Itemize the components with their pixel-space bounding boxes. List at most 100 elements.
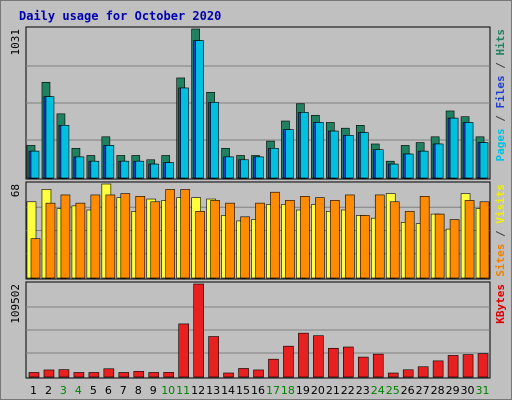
bar-sites-day-1 bbox=[30, 238, 41, 279]
bar-pages-day-19 bbox=[300, 112, 309, 179]
bar-kbytes-day-22 bbox=[343, 346, 354, 378]
bar-pages-day-15 bbox=[240, 159, 249, 179]
x-tick-label-day-14: 14 bbox=[221, 384, 235, 397]
x-tick-label-day-10: 10 bbox=[161, 384, 175, 397]
x-tick-label-day-30: 30 bbox=[461, 384, 475, 397]
bar-kbytes-day-24 bbox=[372, 353, 384, 378]
bar-pages-day-8 bbox=[135, 160, 145, 179]
bar-pages-day-25 bbox=[389, 163, 399, 179]
bar-pages-day-30 bbox=[464, 122, 474, 179]
panel-bottom-max-label: 109502 bbox=[9, 284, 22, 324]
bar-kbytes-day-6 bbox=[103, 368, 115, 378]
bar-kbytes-day-3 bbox=[58, 369, 70, 378]
bar-pages-day-26 bbox=[404, 153, 414, 179]
bar-sites-day-25 bbox=[389, 201, 400, 279]
bar-sites-day-10 bbox=[165, 189, 176, 279]
x-tick-label-day-26: 26 bbox=[401, 384, 415, 397]
bar-pages-day-31 bbox=[479, 142, 489, 179]
x-tick-label-day-8: 8 bbox=[135, 384, 142, 397]
x-tick-label-day-1: 1 bbox=[30, 384, 37, 397]
bar-kbytes-day-8 bbox=[133, 371, 145, 378]
x-tick-label-day-2: 2 bbox=[45, 384, 52, 397]
bar-kbytes-day-10 bbox=[163, 372, 175, 378]
legend-entry: / bbox=[494, 109, 507, 129]
bar-kbytes-day-9 bbox=[148, 372, 160, 378]
bar-sites-day-23 bbox=[359, 215, 370, 279]
x-tick-label-day-28: 28 bbox=[431, 384, 445, 397]
x-tick-label-day-4: 4 bbox=[75, 384, 82, 397]
panel-middle-legend: Sites / Visits bbox=[494, 184, 507, 277]
bar-pages-day-29 bbox=[449, 117, 459, 179]
bar-sites-day-13 bbox=[210, 200, 220, 279]
bar-pages-day-9 bbox=[150, 163, 160, 179]
legend-entry: / bbox=[494, 56, 507, 76]
bar-kbytes-day-14 bbox=[223, 372, 234, 378]
x-tick-label-day-20: 20 bbox=[311, 384, 325, 397]
bar-sites-day-20 bbox=[315, 197, 325, 279]
x-tick-label-day-3: 3 bbox=[60, 384, 67, 397]
bar-sites-day-29 bbox=[449, 219, 460, 279]
bar-sites-day-9 bbox=[150, 201, 161, 279]
x-tick-label-day-24: 24 bbox=[371, 384, 385, 397]
legend-entry: Sites bbox=[494, 244, 507, 277]
bar-pages-day-7 bbox=[120, 160, 130, 179]
bar-sites-day-19 bbox=[300, 196, 310, 279]
bar-pages-day-27 bbox=[419, 150, 429, 179]
x-tick-label-day-22: 22 bbox=[341, 384, 355, 397]
bar-pages-day-20 bbox=[315, 122, 324, 179]
bar-pages-day-5 bbox=[90, 160, 100, 179]
bar-sites-day-6 bbox=[105, 194, 116, 279]
bar-kbytes-day-23 bbox=[357, 356, 369, 378]
bar-sites-day-11 bbox=[180, 189, 190, 279]
panel-top-max-label: 1031 bbox=[9, 29, 22, 56]
legend-entry: Pages bbox=[494, 128, 507, 161]
x-tick-label-day-15: 15 bbox=[236, 384, 250, 397]
bar-kbytes-day-31 bbox=[477, 353, 489, 378]
bar-pages-day-24 bbox=[374, 149, 384, 179]
bar-sites-day-2 bbox=[45, 202, 56, 279]
bar-sites-day-14 bbox=[225, 202, 235, 279]
bar-pages-day-18 bbox=[285, 129, 294, 179]
x-tick-label-day-12: 12 bbox=[191, 384, 205, 397]
bar-sites-day-12 bbox=[195, 211, 205, 279]
chart-title: Daily usage for October 2020 bbox=[19, 9, 221, 23]
bar-kbytes-day-25 bbox=[387, 372, 399, 378]
bar-kbytes-day-11 bbox=[178, 323, 189, 378]
bar-kbytes-day-16 bbox=[253, 369, 264, 378]
bar-kbytes-day-30 bbox=[462, 354, 474, 378]
bar-sites-day-4 bbox=[75, 202, 86, 279]
bar-pages-day-28 bbox=[434, 143, 444, 179]
bar-sites-day-24 bbox=[374, 194, 385, 279]
bar-kbytes-day-19 bbox=[298, 332, 309, 378]
bar-sites-day-16 bbox=[255, 202, 265, 279]
panel-middle-max-label: 68 bbox=[9, 184, 22, 197]
bar-kbytes-day-17 bbox=[268, 358, 279, 378]
x-tick-label-day-13: 13 bbox=[206, 384, 220, 397]
bar-kbytes-day-7 bbox=[118, 372, 130, 378]
bar-kbytes-day-18 bbox=[283, 345, 294, 378]
x-tick-label-day-6: 6 bbox=[105, 384, 112, 397]
legend-entry: / bbox=[494, 224, 507, 244]
x-tick-label-day-21: 21 bbox=[326, 384, 340, 397]
bar-pages-day-2 bbox=[45, 96, 55, 179]
bar-kbytes-day-1 bbox=[28, 372, 40, 378]
bar-sites-day-30 bbox=[464, 200, 475, 279]
bar-kbytes-day-21 bbox=[328, 347, 339, 378]
bar-kbytes-day-13 bbox=[208, 336, 219, 378]
x-tick-label-day-29: 29 bbox=[446, 384, 460, 397]
bar-sites-day-27 bbox=[419, 196, 430, 279]
bar-sites-day-22 bbox=[345, 194, 355, 279]
bar-sites-day-18 bbox=[285, 200, 295, 279]
x-tick-label-day-25: 25 bbox=[386, 384, 400, 397]
bar-kbytes-day-26 bbox=[402, 369, 414, 378]
x-tick-label-day-9: 9 bbox=[150, 384, 157, 397]
x-tick-label-day-19: 19 bbox=[296, 384, 310, 397]
bar-kbytes-day-5 bbox=[88, 372, 100, 378]
x-tick-label-day-16: 16 bbox=[251, 384, 265, 397]
x-tick-label-day-7: 7 bbox=[120, 384, 127, 397]
bar-pages-day-23 bbox=[359, 132, 369, 179]
bar-sites-day-3 bbox=[60, 194, 71, 279]
bar-kbytes-day-20 bbox=[313, 335, 324, 378]
